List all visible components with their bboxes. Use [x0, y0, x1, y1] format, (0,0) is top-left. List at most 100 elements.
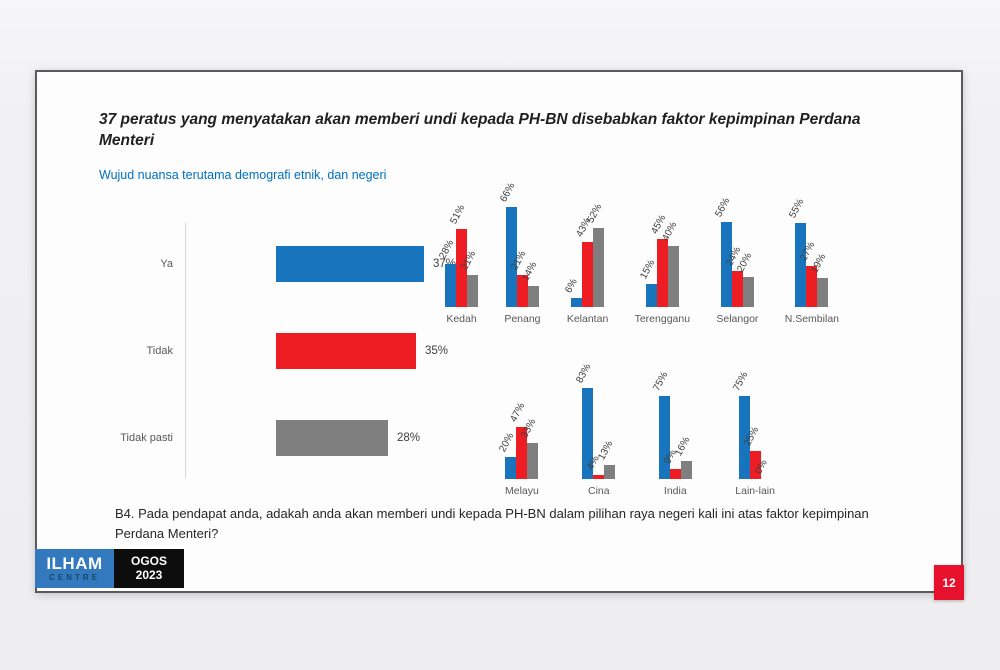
bar-value-label: 20%	[497, 431, 517, 454]
bars: 6% 43% 52%	[563, 165, 605, 307]
bar-gray: 14%	[520, 260, 539, 307]
hbar-row: Tidak 35%	[95, 307, 448, 394]
badge-year: 2023	[135, 567, 163, 582]
bars: 55% 27% 19%	[788, 165, 829, 307]
bar-gray: 13%	[597, 439, 616, 479]
bar-value-label: 47%	[508, 401, 528, 424]
logo-main-block: ILHAM CENTRE	[35, 549, 114, 588]
category-label: Selangor	[716, 313, 759, 325]
bar-value-label: 6%	[563, 277, 580, 295]
bar-red: 27%	[799, 240, 818, 307]
bar-area: 37%	[185, 245, 456, 282]
bar-blue: 55%	[788, 197, 807, 307]
bar-#ee1c23	[276, 332, 416, 369]
bar-group: 6% 43% 52% Kelantan	[563, 165, 609, 325]
category-label: Cina	[588, 485, 610, 497]
bar-gray: 33%	[520, 417, 539, 479]
survey-question-text: B4. Pada pendapat anda, adakah anda akan…	[115, 506, 869, 541]
bar-value-label: 51%	[448, 203, 468, 226]
bar-blue: 56%	[713, 196, 732, 307]
bar-group: 56% 24% 20% Selangor	[713, 165, 759, 325]
ilham-centre-logo: ILHAM CENTRE OGOS 2023	[35, 549, 184, 588]
bars: 75% 25% 0%	[731, 342, 772, 479]
bar-gray: 16%	[673, 435, 692, 479]
bar-red: 47%	[509, 401, 528, 479]
bar-value-label: 35%	[425, 344, 449, 357]
yesno-bar-chart: Ya 37% Tidak 35% Tidak pasti 28%	[95, 220, 456, 481]
category-label: Kelantan	[566, 313, 609, 325]
bar-red: 51%	[448, 203, 467, 307]
category-label: Terengganu	[634, 313, 691, 325]
category-label: Tidak	[146, 344, 174, 357]
bars: 28% 51% 21%	[437, 165, 478, 307]
bar-value-label: 28%	[397, 431, 421, 444]
hbar-row: Tidak pasti 28%	[95, 394, 420, 481]
bar-group: 55% 27% 19% N.Sembilan	[785, 165, 839, 325]
slide-title: 37 peratus yang menyatakan akan memberi …	[99, 111, 861, 149]
bar-group: 66% 21% 14% Penang	[498, 165, 541, 325]
bar-value-label: 55%	[787, 197, 807, 220]
bar-value-label: 56%	[713, 196, 733, 219]
bar-gray: 20%	[735, 251, 754, 307]
bar-area: 28%	[185, 419, 421, 456]
bar-value-label: 83%	[574, 362, 594, 385]
bar-red: 21%	[509, 249, 528, 307]
bar-area: 35%	[185, 332, 449, 369]
bar-#7f7f7f	[276, 419, 388, 456]
bars: 20% 47% 33%	[498, 342, 539, 479]
chart-axis-line	[185, 222, 186, 479]
category-label: Melayu	[505, 485, 539, 497]
bar-value-label: 15%	[638, 258, 658, 281]
category-label: Penang	[504, 313, 541, 325]
bar-red: 43%	[574, 216, 593, 307]
bar-red: 4%	[586, 454, 605, 479]
bar-gray: 19%	[810, 252, 829, 307]
bar-value-label: 75%	[730, 370, 751, 393]
logo-name-text: ILHAM	[46, 554, 103, 573]
bar-value-label: 13%	[596, 439, 616, 462]
hbar-row: Ya 37%	[95, 220, 456, 307]
bar-blue: 75%	[731, 370, 750, 479]
bars: 83% 4% 13%	[575, 342, 616, 479]
logo-sub-text: CENTRE	[49, 573, 100, 582]
bar-value-label: 19%	[809, 252, 829, 275]
bar-group: 20% 47% 33% Melayu	[498, 342, 539, 497]
bar-gray: 40%	[660, 220, 679, 307]
bar-red: 25%	[742, 425, 761, 479]
ethnic-grouped-bar-chart: 20% 47% 33% Melayu 83% 4% 13% Cina 75% 9% 16% India…	[498, 342, 775, 497]
badge-month: OGOS	[130, 553, 167, 568]
bar-value-label: 28%	[437, 238, 457, 261]
bar-value-label: 33%	[519, 417, 539, 440]
bar-value-label: 52%	[585, 202, 605, 225]
bar-group: 75% 25% 0% Lain-lain	[731, 342, 775, 497]
bar-blue: 83%	[575, 362, 594, 479]
category-label: India	[663, 485, 687, 497]
slide-subtitle: Wujud nuansa terutama demografi etnik, d…	[99, 168, 387, 182]
page-number-badge: 12	[934, 565, 964, 600]
category-label: Lain-lain	[735, 485, 775, 497]
bar-blue: 75%	[651, 370, 670, 479]
bar-group: 75% 9% 16% India	[651, 342, 692, 497]
bar-blue: 20%	[498, 431, 517, 479]
bar-blue: 28%	[437, 238, 456, 307]
page-number: 12	[942, 575, 956, 590]
bar-red: 9%	[662, 448, 681, 479]
bar-group: 28% 51% 21% Kedah	[437, 165, 478, 325]
bars: 56% 24% 20%	[713, 165, 754, 307]
presentation-slide: 37 peratus yang menyatakan akan memberi …	[35, 70, 964, 600]
bar-value-label: 75%	[651, 370, 671, 393]
bar-blue: 66%	[498, 181, 517, 307]
category-label: Ya	[160, 257, 173, 270]
category-label: Tidak pasti	[120, 431, 173, 444]
bar-group: 83% 4% 13% Cina	[575, 342, 616, 497]
bar-blue: 15%	[638, 258, 657, 307]
bar-#1874bc	[276, 245, 424, 282]
bar-red: 24%	[724, 245, 743, 307]
category-label: Kedah	[446, 313, 477, 325]
bars: 75% 9% 16%	[651, 342, 692, 479]
logo-date-badge: OGOS 2023	[114, 549, 184, 588]
bar-group: 15% 45% 40% Terengganu	[635, 165, 690, 325]
bar-gray: 21%	[459, 249, 478, 307]
state-grouped-bar-chart: 28% 51% 21% Kedah 66% 21% 14% Penang 6% 43% 52% Kel…	[437, 165, 839, 325]
bars: 66% 21% 14%	[498, 165, 539, 307]
